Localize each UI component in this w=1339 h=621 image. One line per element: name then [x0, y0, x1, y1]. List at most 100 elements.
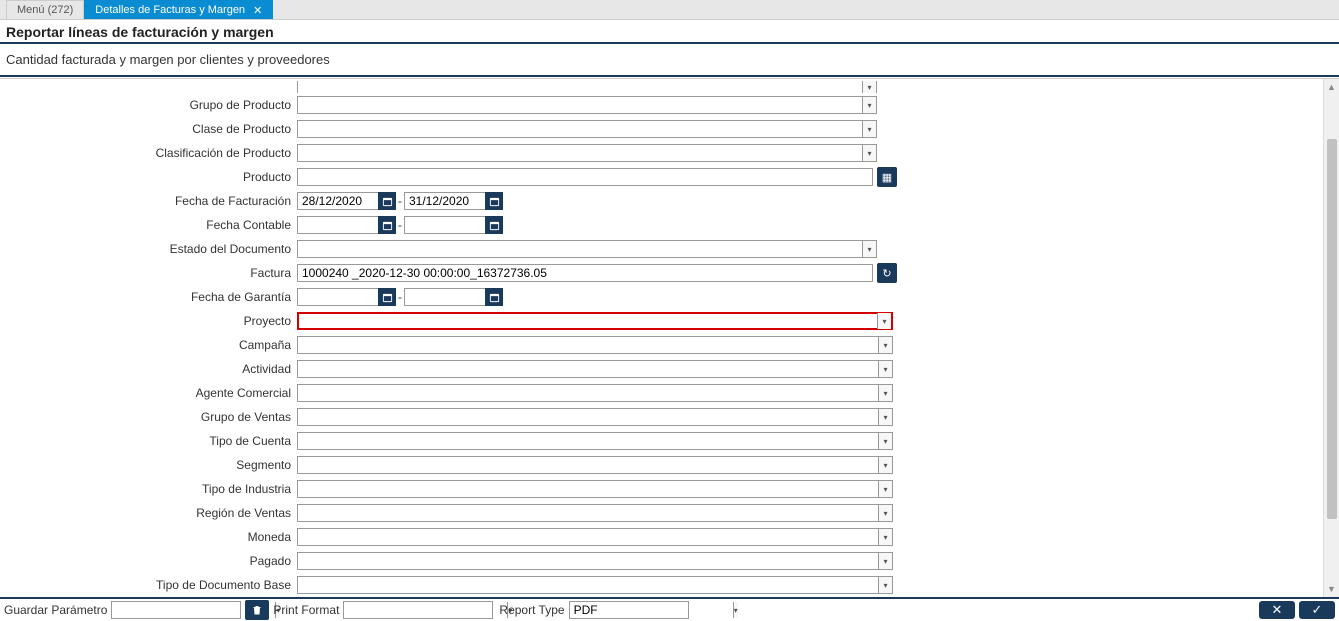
chevron-down-icon[interactable]: ▾ [878, 553, 892, 569]
scrollbar-thumb[interactable] [1327, 139, 1337, 519]
input-segmento[interactable] [298, 457, 878, 473]
input-campana[interactable] [298, 337, 878, 353]
combo-truncated[interactable]: ▾ [297, 81, 877, 93]
input-grupo-ventas[interactable] [298, 409, 878, 425]
chevron-down-icon[interactable]: ▾ [878, 361, 892, 377]
date-to-facturacion[interactable] [404, 192, 486, 210]
calendar-icon[interactable] [485, 288, 503, 306]
combo-agente-comercial[interactable]: ▾ [297, 384, 893, 402]
chevron-down-icon[interactable]: ▾ [862, 81, 876, 93]
page-title: Reportar líneas de facturación y margen [6, 24, 1333, 40]
calendar-icon[interactable] [378, 216, 396, 234]
close-icon[interactable]: ✕ [253, 4, 262, 17]
combo-tipo-industria[interactable]: ▾ [297, 480, 893, 498]
input-report-type[interactable] [570, 602, 733, 618]
combo-region-ventas[interactable]: ▾ [297, 504, 893, 522]
combo-print-format[interactable]: ▾ [343, 601, 493, 619]
date-separator: - [396, 290, 404, 304]
combo-moneda[interactable]: ▾ [297, 528, 893, 546]
row-tipo-industria: Tipo de Industria ▾ [0, 477, 1323, 501]
calendar-icon[interactable] [485, 192, 503, 210]
input-clasificacion-producto[interactable] [298, 145, 862, 161]
row-tipo-doc-base: Tipo de Documento Base ▾ [0, 573, 1323, 597]
date-from-garantia[interactable] [297, 288, 379, 306]
grid-icon[interactable]: ▦ [877, 167, 897, 187]
combo-estado-documento[interactable]: ▾ [297, 240, 877, 258]
row-tipo-cuenta: Tipo de Cuenta ▾ [0, 429, 1323, 453]
date-to-garantia[interactable] [404, 288, 486, 306]
chevron-down-icon[interactable]: ▾ [878, 529, 892, 545]
combo-guardar-parametro[interactable]: ▾ [111, 601, 241, 619]
combo-proyecto[interactable]: ▾ [297, 312, 893, 330]
chevron-down-icon[interactable]: ▾ [877, 313, 891, 329]
label-moneda: Moneda [0, 530, 297, 544]
input-tipo-industria[interactable] [298, 481, 878, 497]
combo-report-type[interactable]: ▾ [569, 601, 689, 619]
bottom-bar: Guardar Parámetro ▾ Print Format ▾ Repor… [0, 597, 1339, 621]
combo-grupo-producto[interactable]: ▾ [297, 96, 877, 114]
label-tipo-doc-base: Tipo de Documento Base [0, 578, 297, 592]
label-factura: Factura [0, 266, 297, 280]
trash-icon[interactable] [245, 600, 269, 620]
combo-clase-producto[interactable]: ▾ [297, 120, 877, 138]
input-print-format[interactable] [344, 602, 507, 618]
input-moneda[interactable] [298, 529, 878, 545]
input-tipo-cuenta[interactable] [298, 433, 878, 449]
refresh-icon[interactable]: ↻ [877, 263, 897, 283]
combo-campana[interactable]: ▾ [297, 336, 893, 354]
input-grupo-producto[interactable] [298, 97, 862, 113]
chevron-down-icon[interactable]: ▾ [878, 481, 892, 497]
chevron-down-icon[interactable]: ▾ [862, 145, 876, 161]
combo-clasificacion-producto[interactable]: ▾ [297, 144, 877, 162]
combo-tipo-cuenta[interactable]: ▾ [297, 432, 893, 450]
input-tipo-doc-base[interactable] [298, 577, 878, 593]
calendar-icon[interactable] [485, 216, 503, 234]
date-separator: - [396, 218, 404, 232]
date-from-contable[interactable] [297, 216, 379, 234]
ok-button[interactable]: ✓ [1299, 601, 1335, 619]
input-actividad[interactable] [298, 361, 878, 377]
label-clase-producto: Clase de Producto [0, 122, 297, 136]
input-estado-documento[interactable] [298, 241, 862, 257]
chevron-down-icon[interactable]: ▾ [878, 505, 892, 521]
combo-truncated-input[interactable] [298, 81, 862, 93]
chevron-down-icon[interactable]: ▾ [862, 121, 876, 137]
label-guardar-parametro: Guardar Parámetro [4, 603, 107, 617]
date-from-facturacion[interactable] [297, 192, 379, 210]
chevron-down-icon[interactable]: ▾ [878, 409, 892, 425]
calendar-icon[interactable] [378, 288, 396, 306]
combo-tipo-doc-base[interactable]: ▾ [297, 576, 893, 594]
chevron-down-icon[interactable]: ▾ [878, 577, 892, 593]
chevron-down-icon[interactable]: ▾ [878, 385, 892, 401]
chevron-down-icon[interactable]: ▾ [878, 337, 892, 353]
chevron-down-icon[interactable]: ▾ [862, 241, 876, 257]
tab-menu[interactable]: Menú (272) [6, 0, 84, 19]
input-producto[interactable] [297, 168, 873, 186]
chevron-down-icon[interactable]: ▾ [862, 97, 876, 113]
scrollbar[interactable]: ▲ ▼ [1323, 79, 1339, 597]
input-proyecto[interactable] [299, 313, 877, 329]
label-tipo-cuenta: Tipo de Cuenta [0, 434, 297, 448]
combo-grupo-ventas[interactable]: ▾ [297, 408, 893, 426]
row-clase-producto: Clase de Producto ▾ [0, 117, 1323, 141]
input-agente-comercial[interactable] [298, 385, 878, 401]
input-clase-producto[interactable] [298, 121, 862, 137]
input-region-ventas[interactable] [298, 505, 878, 521]
cancel-button[interactable]: ✕ [1259, 601, 1295, 619]
input-pagado[interactable] [298, 553, 878, 569]
chevron-down-icon[interactable]: ▾ [878, 457, 892, 473]
scroll-down-icon[interactable]: ▼ [1324, 581, 1339, 597]
label-campana: Campaña [0, 338, 297, 352]
scroll-up-icon[interactable]: ▲ [1324, 79, 1339, 95]
page-subtitle: Cantidad facturada y margen por clientes… [0, 44, 1339, 77]
input-factura[interactable] [297, 264, 873, 282]
combo-segmento[interactable]: ▾ [297, 456, 893, 474]
calendar-icon[interactable] [378, 192, 396, 210]
combo-actividad[interactable]: ▾ [297, 360, 893, 378]
date-to-contable[interactable] [404, 216, 486, 234]
row-segmento: Segmento ▾ [0, 453, 1323, 477]
chevron-down-icon[interactable]: ▾ [878, 433, 892, 449]
tab-detalles-facturas[interactable]: Detalles de Facturas y Margen ✕ [84, 0, 273, 19]
combo-pagado[interactable]: ▾ [297, 552, 893, 570]
chevron-down-icon[interactable]: ▾ [733, 602, 738, 618]
